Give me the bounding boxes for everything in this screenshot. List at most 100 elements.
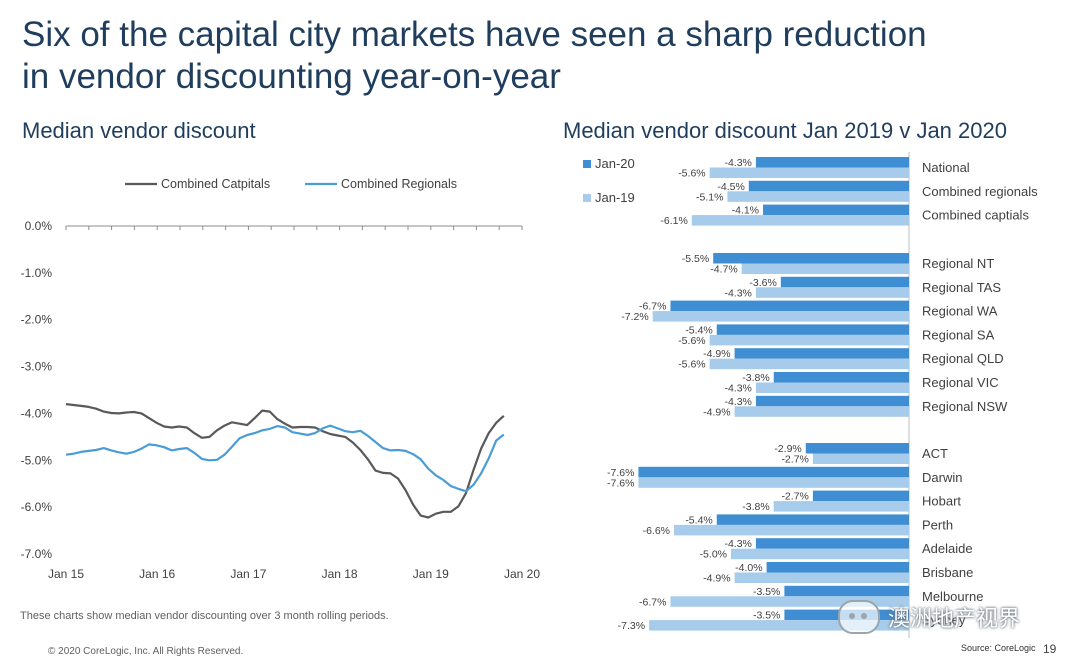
bar-category-label: Melbourne (922, 589, 983, 604)
bar-category-label: Combined captials (922, 208, 1029, 223)
bar-jan-20 (805, 443, 909, 454)
line-chart-x-tick-label: Jan 18 (322, 567, 358, 581)
bar-value-label-jan-20: -2.9% (774, 443, 801, 455)
bar-jan-19 (773, 501, 909, 512)
bar-value-label-jan-19: -7.6% (607, 477, 634, 489)
bar-value-label-jan-20: -4.9% (703, 348, 730, 360)
bar-jan-19 (731, 548, 909, 560)
bar-legend-label: Jan-19 (595, 190, 635, 205)
bar-jan-20 (773, 372, 909, 383)
bar-jan-20 (755, 395, 909, 407)
bar-jan-20 (734, 348, 909, 359)
line-chart-y-tick-label: -5.0% (21, 453, 53, 467)
line-series-combined-regionals (65, 424, 505, 493)
bar-value-label-jan-19: -5.6% (678, 168, 705, 180)
line-chart-y-tick-label: -7.0% (21, 547, 53, 561)
line-series-combined-catpitals (65, 403, 505, 519)
bar-value-label-jan-20: -4.1% (732, 205, 759, 217)
bar-value-label-jan-20: -3.6% (749, 277, 776, 289)
bar-jan-19 (727, 191, 909, 202)
bar-value-label-jan-20: -3.5% (753, 610, 780, 622)
bar-jan-20 (716, 514, 909, 525)
bar-jan-19 (709, 167, 909, 178)
bar-jan-20 (812, 490, 909, 502)
bar-value-label-jan-19: -7.2% (621, 311, 648, 323)
bar-jan-19 (652, 311, 909, 322)
bar-jan-19 (649, 620, 909, 631)
bar-value-label-jan-20: -4.3% (724, 157, 751, 169)
bar-value-label-jan-20: -5.5% (682, 253, 709, 265)
bar-jan-20 (670, 300, 909, 312)
bar-category-label: Regional NSW (922, 399, 1008, 414)
bar-value-label-jan-20: -2.7% (781, 491, 808, 503)
line-chart-x-tick-label: Jan 17 (230, 567, 266, 581)
slide-title-line-1: Six of the capital city markets have see… (22, 15, 927, 54)
bar-jan-19 (709, 334, 909, 346)
bar-category-label: National (922, 160, 970, 175)
bar-value-label-jan-19: -5.6% (678, 359, 705, 371)
bar-jan-20 (763, 204, 909, 216)
bar-jan-20 (713, 253, 909, 264)
bar-value-label-jan-20: -4.5% (717, 181, 744, 193)
bar-value-label-jan-20: -4.0% (735, 562, 762, 574)
bar-value-label-jan-19: -4.3% (724, 383, 751, 395)
bar-value-label-jan-20: -4.3% (724, 396, 751, 408)
bar-value-label-jan-20: -5.4% (685, 514, 712, 526)
bar-category-label: Regional NT (922, 256, 994, 271)
bar-category-label: Perth (922, 517, 953, 532)
bar-chart-title: Median vendor discount Jan 2019 v Jan 20… (563, 118, 1007, 143)
bar-jan-19 (741, 263, 909, 274)
bar-jan-19 (755, 382, 909, 393)
watermark: 澳洲地产视界 (838, 600, 1020, 634)
line-chart-x-tick-label: Jan 19 (413, 567, 449, 581)
source-text: Source: CoreLogic (961, 643, 1036, 653)
bar-jan-19 (638, 477, 909, 488)
bar-legend-swatch-jan-20 (583, 160, 591, 168)
line-chart-x-tick-label: Jan 15 (48, 567, 84, 581)
bar-value-label-jan-19: -4.9% (703, 406, 730, 418)
bar-value-label-jan-19: -2.7% (781, 454, 808, 466)
bar-value-label-jan-20: -4.3% (724, 538, 751, 550)
line-chart-y-tick-label: -6.0% (21, 500, 53, 514)
bar-category-label: Regional SA (922, 327, 995, 342)
bar-jan-19 (812, 453, 909, 464)
bar-jan-20 (766, 562, 909, 573)
bar-value-label-jan-20: -7.6% (607, 467, 634, 479)
bar-value-label-jan-19: -5.1% (696, 191, 723, 203)
bar-value-label-jan-20: -3.8% (742, 372, 769, 384)
page-number: 19 (1043, 642, 1057, 656)
bar-value-label-jan-20: -6.7% (639, 301, 666, 313)
line-chart-title: Median vendor discount (22, 118, 256, 143)
bar-jan-19 (709, 358, 909, 370)
bar-category-label: Darwin (922, 470, 962, 485)
bar-legend-swatch-jan-19 (583, 194, 591, 202)
line-chart-y-tick-label: -4.0% (21, 406, 53, 420)
bar-category-label: Adelaide (922, 541, 973, 556)
bar-legend-label: Jan-20 (595, 156, 635, 171)
bar-value-label-jan-19: -6.7% (639, 596, 666, 608)
line-chart-y-tick-label: 0.0% (25, 219, 53, 233)
bar-jan-19 (691, 215, 909, 226)
bar-category-label: ACT (922, 446, 948, 461)
bar-category-label: Regional WA (922, 304, 998, 319)
bar-value-label-jan-19: -4.7% (710, 264, 737, 276)
bar-value-label-jan-19: -4.3% (724, 287, 751, 299)
slide-title-line-2: in vendor discounting year-on-year (22, 57, 561, 96)
line-chart-x-tick-label: Jan 20 (504, 567, 540, 581)
bar-value-label-jan-19: -4.9% (703, 573, 730, 585)
bar-category-label: Hobart (922, 494, 961, 509)
bar-jan-19 (734, 406, 909, 417)
wechat-icon (838, 600, 880, 634)
bar-value-label-jan-19: -5.6% (678, 335, 705, 347)
bar-category-label: Regional QLD (922, 351, 1004, 366)
bar-jan-20 (748, 180, 909, 192)
bar-category-label: Regional VIC (922, 375, 999, 390)
bar-category-label: Sydney (922, 613, 966, 628)
bar-jan-19 (755, 287, 909, 298)
bar-jan-20 (780, 276, 909, 288)
bar-jan-20 (716, 324, 909, 335)
bar-category-label: Combined regionals (922, 184, 1038, 199)
chart-footnote: These charts show median vendor discount… (20, 610, 389, 622)
bar-jan-20 (755, 157, 909, 168)
